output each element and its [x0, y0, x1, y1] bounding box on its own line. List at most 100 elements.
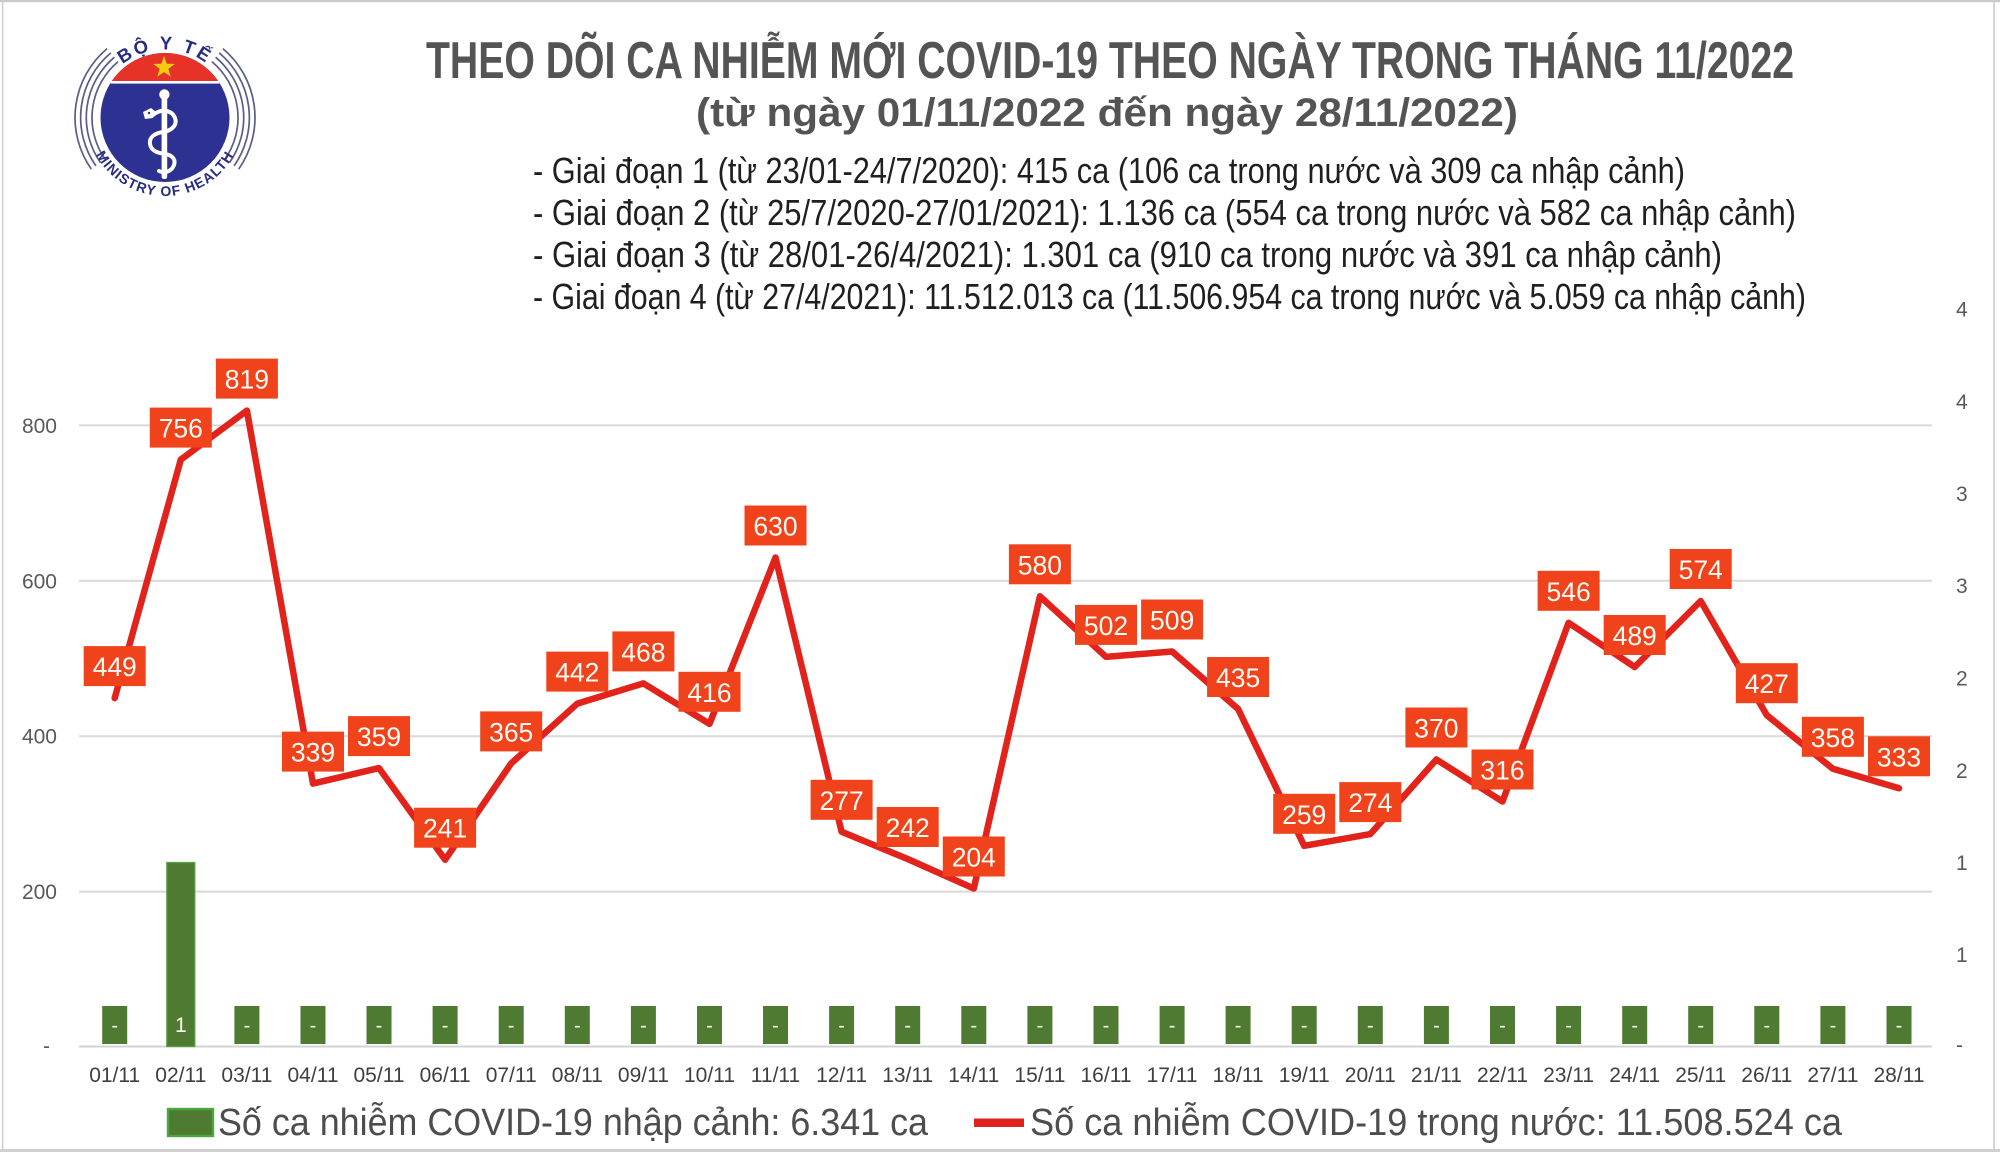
svg-text:-: -: [1103, 1015, 1110, 1037]
svg-text:449: 449: [93, 652, 137, 682]
svg-text:756: 756: [159, 414, 203, 444]
svg-text:23/11: 23/11: [1543, 1064, 1594, 1087]
svg-text:-: -: [376, 1015, 383, 1037]
svg-text:277: 277: [819, 786, 863, 816]
svg-text:3: 3: [1956, 483, 1968, 506]
svg-text:21/11: 21/11: [1411, 1064, 1462, 1087]
svg-text:19/11: 19/11: [1279, 1064, 1330, 1087]
svg-text:-: -: [574, 1015, 581, 1037]
svg-text:489: 489: [1613, 621, 1657, 651]
svg-text:13/11: 13/11: [882, 1064, 933, 1087]
svg-text:-: -: [1565, 1015, 1572, 1037]
svg-text:Số ca nhiễm COVID-19 trong nướ: Số ca nhiễm COVID-19 trong nước: 11.508.…: [1030, 1101, 1843, 1144]
svg-text:502: 502: [1084, 611, 1128, 641]
svg-text:- Giai đoạn 1 (từ 23/01-24/7/2: - Giai đoạn 1 (từ 23/01-24/7/2020): 415 …: [533, 150, 1685, 191]
svg-text:22/11: 22/11: [1477, 1064, 1528, 1087]
svg-text:580: 580: [1018, 550, 1062, 580]
svg-text:442: 442: [555, 658, 599, 688]
svg-text:370: 370: [1414, 714, 1458, 744]
svg-text:-: -: [508, 1015, 515, 1037]
svg-text:27/11: 27/11: [1807, 1064, 1858, 1087]
svg-text:819: 819: [225, 365, 269, 395]
svg-text:-: -: [1301, 1015, 1308, 1037]
svg-text:574: 574: [1679, 555, 1723, 585]
svg-text:26/11: 26/11: [1741, 1064, 1792, 1087]
svg-text:10/11: 10/11: [684, 1064, 735, 1087]
svg-text:28/11: 28/11: [1874, 1064, 1925, 1087]
svg-text:06/11: 06/11: [420, 1064, 471, 1087]
svg-text:-: -: [43, 1035, 50, 1058]
svg-text:- Giai đoạn 2 (từ 25/7/2020-27: - Giai đoạn 2 (từ 25/7/2020-27/01/2021):…: [533, 192, 1796, 233]
svg-text:-: -: [772, 1015, 779, 1037]
svg-text:-: -: [442, 1015, 449, 1037]
svg-text:08/11: 08/11: [552, 1064, 603, 1087]
svg-text:241: 241: [423, 814, 467, 844]
svg-text:17/11: 17/11: [1147, 1064, 1198, 1087]
svg-text:468: 468: [621, 637, 665, 667]
svg-text:242: 242: [886, 813, 930, 843]
svg-text:274: 274: [1348, 788, 1392, 818]
svg-text:3: 3: [1956, 575, 1968, 598]
svg-text:-: -: [640, 1015, 647, 1037]
svg-text:14/11: 14/11: [948, 1064, 999, 1087]
svg-text:02/11: 02/11: [155, 1064, 206, 1087]
svg-text:400: 400: [22, 726, 57, 749]
svg-text:435: 435: [1216, 663, 1260, 693]
svg-text:01/11: 01/11: [89, 1064, 140, 1087]
svg-text:-: -: [1896, 1015, 1903, 1037]
svg-text:-: -: [1367, 1015, 1374, 1037]
svg-text:4: 4: [1956, 299, 1968, 322]
svg-text:358: 358: [1811, 723, 1855, 753]
svg-text:-: -: [1169, 1015, 1176, 1037]
svg-text:09/11: 09/11: [618, 1064, 669, 1087]
svg-text:204: 204: [952, 843, 996, 873]
svg-text:16/11: 16/11: [1081, 1064, 1132, 1087]
svg-text:200: 200: [22, 881, 57, 904]
svg-text:-: -: [310, 1015, 317, 1037]
svg-text:339: 339: [291, 738, 335, 768]
svg-text:-: -: [1631, 1015, 1638, 1037]
svg-text:-: -: [838, 1015, 845, 1037]
svg-text:600: 600: [22, 570, 57, 593]
svg-text:-: -: [111, 1015, 118, 1037]
svg-text:1: 1: [175, 1014, 187, 1037]
svg-text:-: -: [904, 1015, 911, 1037]
svg-text:THEO DÕI CA NHIỄM MỚI COVID-19: THEO DÕI CA NHIỄM MỚI COVID-19 THEO NGÀY…: [426, 31, 1794, 90]
svg-text:18/11: 18/11: [1213, 1064, 1264, 1087]
svg-text:365: 365: [489, 717, 533, 747]
svg-text:-: -: [244, 1015, 251, 1037]
svg-text:2: 2: [1956, 760, 1968, 783]
svg-text:259: 259: [1282, 800, 1326, 830]
svg-text:1: 1: [1956, 852, 1968, 875]
svg-text:2: 2: [1956, 668, 1968, 691]
svg-text:-: -: [1235, 1015, 1242, 1037]
svg-text:05/11: 05/11: [354, 1064, 405, 1087]
svg-text:25/11: 25/11: [1675, 1064, 1726, 1087]
svg-text:- Giai đoạn 4 (từ 27/4/2021):: - Giai đoạn 4 (từ 27/4/2021): 11.512.013…: [533, 276, 1806, 317]
svg-text:12/11: 12/11: [816, 1064, 867, 1087]
svg-text:416: 416: [687, 678, 731, 708]
svg-text:03/11: 03/11: [221, 1064, 272, 1087]
svg-text:-: -: [1956, 1034, 1963, 1057]
svg-text:11/11: 11/11: [751, 1064, 800, 1087]
svg-text:316: 316: [1480, 756, 1524, 786]
svg-text:4: 4: [1956, 391, 1968, 414]
svg-text:630: 630: [753, 512, 797, 542]
svg-text:15/11: 15/11: [1014, 1064, 1065, 1087]
svg-text:509: 509: [1150, 606, 1194, 636]
svg-text:333: 333: [1877, 742, 1921, 772]
svg-text:24/11: 24/11: [1609, 1064, 1660, 1087]
svg-text:-: -: [1433, 1015, 1440, 1037]
svg-text:-: -: [1763, 1015, 1770, 1037]
svg-text:-: -: [1830, 1015, 1837, 1037]
svg-text:1: 1: [1956, 944, 1968, 967]
svg-text:(từ ngày 01/11/2022 đến ngày 2: (từ ngày 01/11/2022 đến ngày 28/11/2022): [696, 91, 1518, 135]
svg-text:-: -: [970, 1015, 977, 1037]
svg-text:04/11: 04/11: [288, 1064, 339, 1087]
svg-text:359: 359: [357, 722, 401, 752]
svg-text:07/11: 07/11: [486, 1064, 537, 1087]
svg-text:-: -: [1697, 1015, 1704, 1037]
svg-text:-: -: [1499, 1015, 1506, 1037]
svg-text:- Giai đoạn 3 (từ 28/01-26/4/2: - Giai đoạn 3 (từ 28/01-26/4/2021): 1.30…: [533, 234, 1722, 275]
svg-text:800: 800: [22, 415, 57, 438]
